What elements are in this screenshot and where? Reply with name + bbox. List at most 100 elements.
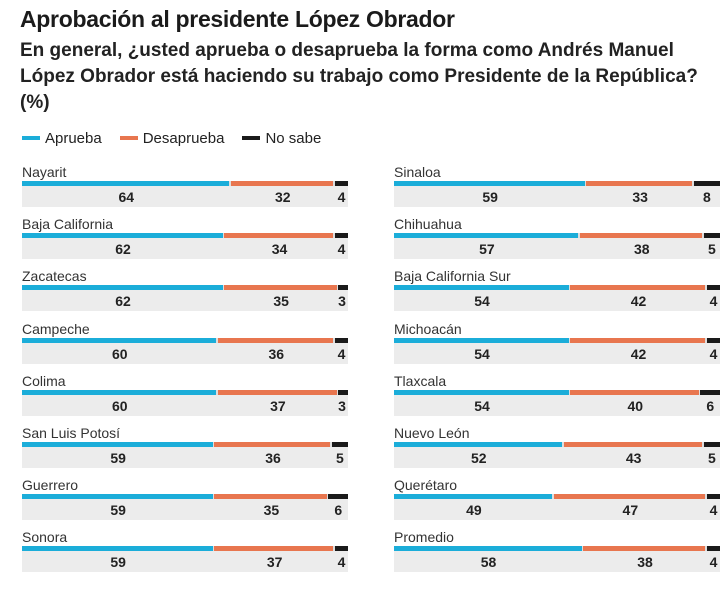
- bar-row-michoacan: Michoacán 54 42 4: [394, 321, 720, 369]
- bar-track: [22, 442, 348, 447]
- bar-segment-desaprueba: [214, 494, 327, 500]
- bar-segment-aprueba: [394, 181, 585, 186]
- bar-segment-desaprueba: [563, 442, 703, 447]
- data-label-no-sabe: 5: [335, 450, 344, 466]
- data-label-aprueba: 58: [480, 554, 497, 571]
- value-band: 59 33 8: [394, 186, 720, 207]
- data-label-desaprueba: 35: [273, 293, 289, 310]
- bar-segment-aprueba: [394, 442, 563, 447]
- row-label: Chihuahua: [394, 216, 462, 233]
- data-label-desaprueba: 37: [266, 554, 283, 571]
- bar-track: [22, 389, 348, 395]
- data-label-aprueba: 49: [466, 502, 482, 519]
- bar-track: [394, 337, 720, 343]
- row-label: Colima: [22, 372, 66, 389]
- data-label-desaprueba: 42: [630, 293, 647, 310]
- data-label-no-sabe: 4: [337, 189, 346, 205]
- data-label-aprueba: 52: [470, 450, 487, 466]
- bar-row-tlaxcala: Tlaxcala 54 40 6: [394, 373, 720, 421]
- row-label: Sonora: [22, 529, 68, 546]
- bar-segment-aprueba: [394, 546, 582, 552]
- bar-segment-desaprueba: [224, 233, 334, 239]
- bar-segment-no-sabe: [338, 389, 348, 395]
- row-label: Baja California Sur: [394, 268, 511, 285]
- data-label-no-sabe: 5: [707, 450, 716, 466]
- data-label-aprueba: 59: [110, 502, 126, 519]
- value-band: 52 43 5: [394, 447, 720, 468]
- data-label-desaprueba: 38: [637, 554, 653, 571]
- bar-segment-desaprueba: [217, 389, 337, 395]
- bar-segment-desaprueba: [553, 494, 706, 500]
- bar-row-guerrero: Guerrero 59 35 6: [22, 477, 348, 525]
- data-label-desaprueba: 33: [632, 189, 648, 205]
- legend-item-desaprueba: Desaprueba: [119, 130, 224, 147]
- data-label-desaprueba: 42: [630, 345, 647, 362]
- legend-label-no-sabe: No sabe: [265, 129, 322, 147]
- bar-segment-no-sabe: [706, 337, 720, 343]
- bar-segment-desaprueba: [579, 233, 703, 239]
- bar-segment-aprueba: [394, 494, 553, 500]
- data-label-aprueba: 59: [110, 554, 126, 571]
- row-label: Campeche: [22, 320, 90, 337]
- row-label: Querétaro: [394, 477, 458, 494]
- value-band: 62 34 4: [22, 238, 348, 260]
- data-label-no-sabe: 4: [709, 345, 718, 362]
- bar-segment-desaprueba: [586, 181, 693, 186]
- value-band: 54 40 6: [394, 394, 720, 416]
- bar-segment-no-sabe: [334, 337, 348, 343]
- bar-segment-aprueba: [22, 181, 230, 186]
- value-band: 57 38 5: [394, 238, 720, 260]
- data-label-aprueba: 54: [474, 397, 490, 414]
- bar-segment-aprueba: [22, 546, 213, 552]
- data-label-aprueba: 54: [474, 293, 490, 310]
- legend: Aprueba Desaprueba No sabe: [22, 128, 339, 148]
- bar-row-queretaro: Querétaro 49 47 4: [394, 477, 720, 525]
- bar-row-chihuahua: Chihuahua 57 38 5: [394, 216, 720, 264]
- bar-row-promedio: Promedio 58 38 4: [394, 529, 720, 577]
- value-band: 59 35 6: [22, 499, 348, 521]
- data-label-no-sabe: 4: [709, 293, 718, 310]
- bar-row-san-luis-potosi: San Luis Potosí 59 36 5: [22, 425, 348, 473]
- data-label-no-sabe: 5: [707, 241, 716, 258]
- bar-segment-no-sabe: [706, 494, 720, 500]
- data-label-desaprueba: 36: [265, 450, 281, 466]
- bar-segment-desaprueba: [217, 337, 334, 343]
- data-label-aprueba: 54: [474, 345, 490, 362]
- bar-segment-desaprueba: [230, 181, 334, 186]
- bar-row-baja-california: Baja California 62 34 4: [22, 216, 348, 264]
- bar-segment-no-sabe: [693, 181, 720, 186]
- bar-segment-no-sabe: [703, 233, 720, 239]
- value-band: 59 37 4: [22, 551, 348, 573]
- bar-segment-no-sabe: [331, 442, 348, 447]
- data-label-no-sabe: 4: [337, 241, 346, 258]
- bar-row-colima: Colima 60 37 3: [22, 373, 348, 421]
- bar-segment-desaprueba: [570, 337, 706, 343]
- bar-track: [394, 389, 720, 395]
- row-label: Tlaxcala: [394, 372, 447, 389]
- bar-row-zacatecas: Zacatecas 62 35 3: [22, 268, 348, 316]
- row-label: Zacatecas: [22, 268, 87, 285]
- bar-segment-aprueba: [22, 494, 213, 500]
- bar-segment-desaprueba: [214, 546, 334, 552]
- value-band: 49 47 4: [394, 499, 720, 521]
- data-label-desaprueba: 40: [627, 397, 644, 414]
- bar-track: [394, 285, 720, 291]
- bar-segment-aprueba: [394, 389, 569, 395]
- bar-row-sonora: Sonora 59 37 4: [22, 529, 348, 577]
- bar-track: [394, 442, 720, 447]
- row-label: Nuevo León: [394, 425, 470, 441]
- data-label-aprueba: 60: [112, 397, 128, 414]
- bar-segment-no-sabe: [328, 494, 348, 500]
- data-label-no-sabe: 4: [337, 345, 346, 362]
- chart-title: Aprobación al presidente López Obrador: [20, 6, 455, 32]
- value-band: 62 35 3: [22, 290, 348, 312]
- data-label-no-sabe: 4: [709, 554, 718, 571]
- data-label-no-sabe: 4: [337, 554, 346, 571]
- data-label-desaprueba: 36: [268, 345, 285, 362]
- value-band: 58 38 4: [394, 551, 720, 573]
- data-label-desaprueba: 38: [633, 241, 650, 258]
- chart-subtitle: En general, ¿usted aprueba o desaprueba …: [20, 40, 698, 113]
- bar-track: [394, 546, 720, 552]
- data-label-no-sabe: 6: [706, 397, 715, 414]
- bar-segment-no-sabe: [706, 546, 720, 552]
